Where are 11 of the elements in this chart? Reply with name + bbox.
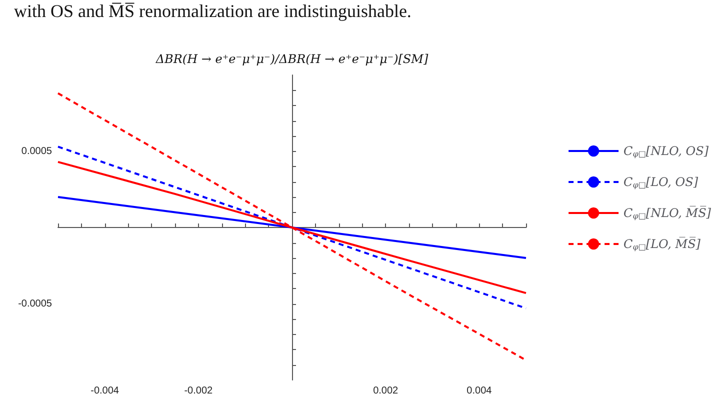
x-tick-label: 0.002 bbox=[373, 386, 399, 396]
y-axis-title: ΔBR(H → e⁺e⁻μ⁺μ⁻)/ΔBR(H → e⁺e⁻μ⁺μ⁻)[SM] bbox=[154, 52, 428, 66]
text: with OS and M̅S̅ renormalization are indistinguishable. bbox=[14, 1, 412, 21]
line-series bbox=[57, 146, 527, 310]
line-series bbox=[57, 196, 527, 259]
y-tick-label: -0.0005 bbox=[18, 298, 52, 310]
line-series bbox=[57, 92, 527, 362]
x-tick-label: 0.004 bbox=[466, 386, 492, 396]
x-tick-label: -0.004 bbox=[90, 386, 120, 396]
y-tick-label: 0.0005 bbox=[21, 146, 52, 157]
x-tick-label: -0.002 bbox=[184, 386, 214, 396]
